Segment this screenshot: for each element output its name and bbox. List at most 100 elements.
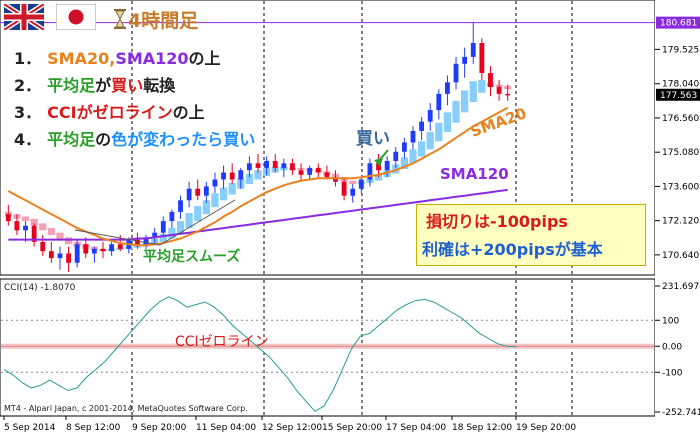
candle-body xyxy=(100,248,106,252)
candle-body xyxy=(238,170,244,180)
price-tick-label: 175.080 xyxy=(662,148,699,158)
rule-text: SMA120 xyxy=(115,49,189,68)
time-tick-label: 15 Sep 20:00 xyxy=(322,423,382,433)
candle-body xyxy=(470,43,476,57)
candle-body xyxy=(384,160,390,171)
uk-flag-icon xyxy=(2,1,46,33)
rule-number: 1． xyxy=(14,49,42,68)
rule-number: 4． xyxy=(14,130,42,149)
price-tag-bg xyxy=(656,16,700,29)
buy-label: 買い xyxy=(356,129,390,149)
price-tag-label: 177.563 xyxy=(660,91,697,101)
candle-body xyxy=(462,56,468,64)
candle-body xyxy=(272,160,278,168)
candle-body xyxy=(246,163,252,171)
cci-tick-label: 0.00 xyxy=(662,342,682,352)
candle-body xyxy=(83,244,89,254)
price-tag-bg xyxy=(656,88,700,101)
price-y-ticks: 170.640 172.120 173.600 175.080 176.560 178.0… xyxy=(655,45,699,261)
ha-smooth-pointer-left xyxy=(74,229,161,246)
candle-body xyxy=(341,181,347,196)
candle-body xyxy=(505,93,511,96)
candle-body xyxy=(212,179,218,187)
sma120-label: SMA120 xyxy=(440,165,509,183)
time-tick-label: 18 Sep 12:00 xyxy=(452,423,512,433)
ha-smooth-bar xyxy=(56,232,64,240)
candle-body xyxy=(48,251,54,259)
stop-loss-text: 損切りは-100pips xyxy=(426,212,568,231)
ha-smooth-bar xyxy=(219,187,228,201)
ha-smooth-bar xyxy=(39,223,47,231)
ha-smooth-pointer-right xyxy=(159,199,236,246)
rule-text: の上 xyxy=(188,49,221,68)
rule-text: の xyxy=(95,130,112,149)
candle-body xyxy=(178,200,183,212)
sma20-line xyxy=(7,106,509,247)
cci-tick-label: -100 xyxy=(662,368,683,378)
time-tick-label: 17 Sep 04:00 xyxy=(386,423,446,433)
candle-body xyxy=(333,177,338,182)
ha-smooth-bar xyxy=(47,228,55,235)
candle-body xyxy=(195,188,201,196)
ha-smooth-bar xyxy=(469,81,477,102)
ha-smooth-bar xyxy=(392,164,400,174)
cci-grid xyxy=(1,319,654,373)
buy-arrowhead xyxy=(374,158,383,167)
rule-item: 2． 平均足が買い転換 xyxy=(14,72,255,99)
time-tick-label: 12 Sep 12:00 xyxy=(262,423,322,433)
rule-number: 3． xyxy=(14,103,42,122)
rule-text: , xyxy=(109,49,116,68)
candle-body xyxy=(436,93,442,111)
candle-body xyxy=(401,142,407,152)
candle-body xyxy=(109,244,115,252)
price-axis-area xyxy=(655,0,700,434)
ha-smooth-bar xyxy=(64,237,73,245)
ha-smooth-bar xyxy=(374,174,383,181)
cci-title: CCI(14) -1.8070 xyxy=(4,283,76,293)
candle-body xyxy=(143,237,149,245)
candle-body xyxy=(135,239,140,245)
rule-item: 1． SMA20,SMA120の上 xyxy=(14,45,255,72)
candle-body xyxy=(488,73,493,87)
candle-body xyxy=(14,221,20,231)
ha-smooth-bar xyxy=(349,180,357,185)
cci-y-ticks: 231.6974 100 0.00 -100 -252.7413 xyxy=(655,282,700,418)
cci-zero-label: CCIゼロライン xyxy=(175,334,269,350)
rule-text: 平均足 xyxy=(47,130,96,149)
candle-body xyxy=(479,43,485,74)
candle-body xyxy=(74,244,80,263)
rule-text: が xyxy=(95,76,112,95)
rule-text: SMA20 xyxy=(47,49,110,68)
candle-body xyxy=(376,163,381,171)
time-tick-label: 5 Sep 2014 xyxy=(4,423,56,433)
rule-text: 買い xyxy=(223,130,256,149)
candle-body xyxy=(419,121,425,131)
rule-number: 2． xyxy=(14,76,42,95)
time-tick-label: 8 Sep 12:00 xyxy=(66,423,121,433)
rule-text: 平均足 xyxy=(47,76,96,95)
rule-text: の上 xyxy=(172,103,205,122)
candle-body xyxy=(40,241,46,252)
candle-body xyxy=(66,253,71,263)
price-tick-label: 176.560 xyxy=(662,114,699,124)
candle-body xyxy=(160,221,166,233)
price-tick-label: 179.525 xyxy=(662,45,699,55)
ha-smooth-bar xyxy=(435,122,443,142)
time-tick-label: 19 Sep 20:00 xyxy=(516,423,576,433)
candle-body xyxy=(453,63,459,83)
trade-info-box xyxy=(416,204,646,266)
ha-smooth-bar xyxy=(409,149,417,164)
ha-smooth-bar xyxy=(211,193,219,208)
ha-smooth-bar xyxy=(245,173,254,185)
candle-body xyxy=(315,167,321,173)
ha-smooth-bar xyxy=(254,170,262,180)
candle-body xyxy=(324,172,330,178)
candle-body xyxy=(117,244,123,249)
price-tick-label: 173.600 xyxy=(662,182,699,192)
ha-smooth-bar xyxy=(202,200,210,215)
candle-body xyxy=(427,110,433,122)
ha-smooth-bar xyxy=(30,218,38,226)
candle-body xyxy=(186,188,192,201)
take-profit-text: 利確は+200pipsが基本 xyxy=(422,240,603,259)
